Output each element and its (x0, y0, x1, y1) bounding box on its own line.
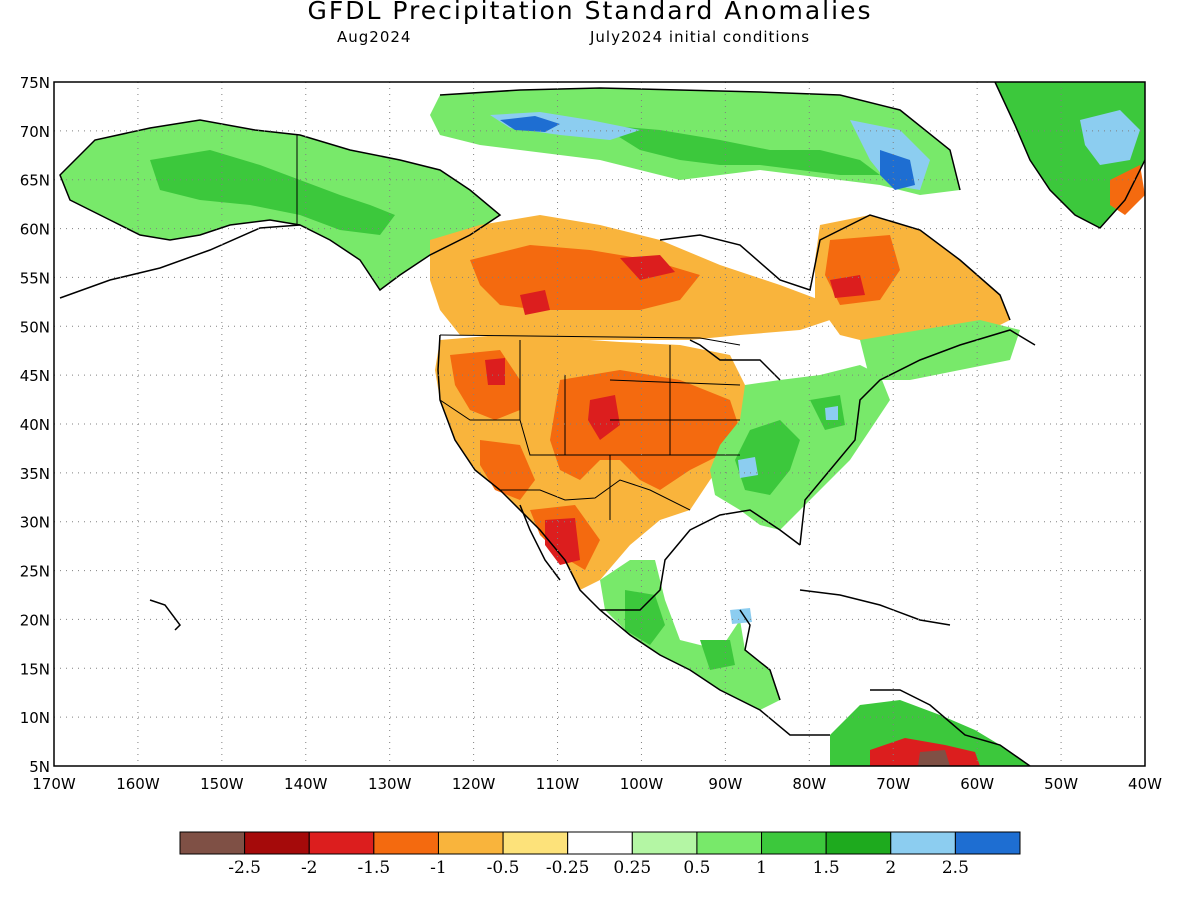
colorbar-swatch (244, 831, 310, 855)
quebec-strong-dry (830, 275, 865, 298)
colorbar-swatch (890, 831, 956, 855)
lon-tick-label: 160W (116, 775, 160, 793)
colorbar-labels: -2.5 -2 -1.5 -1 -0.5 -0.25 0.25 0.5 1 1.5 2 2.5 (228, 858, 969, 878)
canada-strong-dry (520, 255, 675, 315)
mexico-strong-wet (625, 590, 735, 670)
lat-tick-label: 15N (20, 660, 50, 678)
colorbar-swatch (567, 831, 633, 855)
western-us-strong-dry (485, 358, 620, 565)
lat-tick-label: 10N (20, 709, 50, 727)
lat-tick-label: 30N (20, 514, 50, 532)
lon-tick-label: 80W (792, 775, 826, 793)
colorbar-label: -0.5 (487, 858, 520, 878)
lat-tick-label: 65N (20, 172, 50, 190)
lon-tick-label: 100W (620, 775, 664, 793)
colorbar-swatch (696, 831, 763, 855)
lon-tick-label: 150W (200, 775, 244, 793)
init-conditions-label: July2024 initial conditions (590, 28, 811, 46)
lon-tick-label: 170W (32, 775, 76, 793)
coastlines (59, 82, 1145, 766)
lon-tick-label: 90W (708, 775, 742, 793)
eastern-us-strong-wet (735, 395, 845, 495)
colorbar-label: -2.5 (228, 858, 261, 878)
colorbar-swatch (373, 831, 439, 855)
graticule (54, 82, 1145, 766)
longitude-tick-labels: 170W 160W 150W 140W 130W 120W 110W 100W 90W 80W 70… (32, 775, 1162, 793)
latitude-tick-labels: 75N 70N 65N 60N 55N 50N 45N 40N 35N 30N 25N 20N 15N 1… (20, 74, 50, 776)
colorbar-label: -2 (301, 858, 318, 878)
colorbar-label: 2 (885, 858, 896, 878)
colorbar-swatch (954, 831, 1021, 855)
colorbar-swatch (308, 831, 375, 855)
arctic-extreme-wet (500, 116, 560, 132)
greenland-very-wet (1080, 110, 1140, 165)
south-america-extreme-dry (918, 750, 950, 766)
colorbar-label: -1 (430, 858, 447, 878)
lat-tick-label: 40N (20, 416, 50, 434)
lon-tick-label: 70W (876, 775, 910, 793)
colorbar-swatch (437, 831, 504, 855)
lon-tick-label: 140W (284, 775, 328, 793)
alaska-strong-wet (150, 150, 395, 235)
colorbar-label: -0.25 (546, 858, 590, 878)
maritimes-wet (860, 320, 1020, 380)
lon-tick-label: 120W (452, 775, 496, 793)
valid-month-label: Aug2024 (337, 28, 412, 46)
lat-tick-label: 20N (20, 611, 50, 629)
colorbar-label: 0.25 (613, 858, 651, 878)
western-us-moderate-dry (450, 350, 740, 570)
lon-tick-label: 50W (1044, 775, 1078, 793)
eastern-us-very-wet (738, 406, 838, 478)
lat-tick-label: 5N (29, 758, 50, 776)
colorbar-swatch (825, 831, 892, 855)
lon-tick-label: 40W (1128, 775, 1162, 793)
arctic-strong-wet (600, 125, 880, 175)
colorbar-swatch (502, 831, 569, 855)
lon-tick-label: 130W (368, 775, 412, 793)
map-panel (54, 82, 1145, 766)
colorbar-label: 0.5 (683, 858, 710, 878)
lon-tick-label: 60W (960, 775, 994, 793)
colorbar-swatch (761, 831, 827, 855)
colorbar-label: 1 (756, 858, 767, 878)
lat-tick-label: 55N (20, 269, 50, 287)
lat-tick-label: 50N (20, 318, 50, 336)
lat-tick-label: 70N (20, 123, 50, 141)
colorbar-swatch (179, 831, 246, 855)
map-title: GFDL Precipitation Standard Anomalies (307, 0, 873, 25)
lat-tick-label: 25N (20, 563, 50, 581)
colorbar-label: -1.5 (357, 858, 390, 878)
lat-tick-label: 60N (20, 221, 50, 239)
political-borders (296, 135, 741, 520)
colorbar-label: 1.5 (813, 858, 840, 878)
map-frame (53, 81, 1146, 767)
lon-tick-label: 110W (536, 775, 580, 793)
lat-tick-label: 35N (20, 465, 50, 483)
lat-tick-label: 75N (20, 74, 50, 92)
lat-tick-label: 45N (20, 367, 50, 385)
colorbar-swatch (631, 831, 698, 855)
colorbar-label: 2.5 (942, 858, 969, 878)
colorbar (179, 831, 1021, 855)
